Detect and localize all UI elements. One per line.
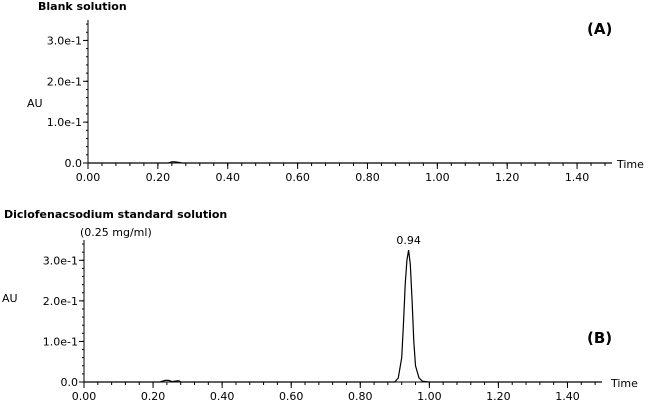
panel-a-x-tick-label: 0.40 bbox=[215, 171, 240, 184]
panel-a-x-tick-label: 0.00 bbox=[76, 171, 101, 184]
panel-b-x-axis-label: Time bbox=[610, 377, 638, 390]
panel-b-trace-line bbox=[84, 250, 602, 383]
panel-b-x-tick-label: 1.20 bbox=[486, 390, 511, 402]
panel-b-y-tick-label: 3.0e-1 bbox=[43, 254, 78, 267]
panel-b-peak-label: 0.94 bbox=[396, 234, 421, 247]
panel-b-x-tick-label: 0.60 bbox=[279, 390, 304, 402]
panel-b-title: Diclofenacsodium standard solution bbox=[4, 208, 227, 221]
panel-b-y-tick-label: 0.0 bbox=[61, 376, 79, 389]
panel-a-y-axis-label: AU bbox=[27, 97, 43, 110]
panel-a-y-tick-label: 2.0e-1 bbox=[47, 75, 82, 88]
panel-b-x-tick-label: 0.80 bbox=[348, 390, 373, 402]
panel-a-x-tick-label: 0.80 bbox=[355, 171, 380, 184]
panel-a-y-tick-label: 3.0e-1 bbox=[47, 34, 82, 47]
panel-a-y-tick-label: 0.0 bbox=[65, 157, 83, 170]
panel-b-x-tick-label: 1.00 bbox=[417, 390, 442, 402]
panel-a-tag: (A) bbox=[587, 20, 612, 38]
panel-b-tag: (B) bbox=[587, 329, 612, 347]
panel-a-x-tick-label: 0.20 bbox=[146, 171, 171, 184]
panel-a-title: Blank solution bbox=[38, 0, 127, 13]
panel-a-trace-line bbox=[88, 161, 612, 164]
panel-b-x-tick-label: 0.00 bbox=[72, 390, 97, 402]
panel-b-y-axis-label: AU bbox=[2, 292, 18, 305]
panel-a-x-tick-label: 1.20 bbox=[495, 171, 520, 184]
panel-b-subtitle: (0.25 mg/ml) bbox=[80, 226, 152, 239]
panel-a-x-tick-label: 0.60 bbox=[285, 171, 310, 184]
panel-a-x-axis-label: Time bbox=[616, 158, 644, 171]
panel-a-x-tick-label: 1.40 bbox=[565, 171, 590, 184]
panel-b-x-tick-label: 0.20 bbox=[141, 390, 166, 402]
panel-b-y-tick-label: 1.0e-1 bbox=[43, 335, 78, 348]
panel-a-y-tick-label: 1.0e-1 bbox=[47, 116, 82, 129]
panel-b-x-tick-label: 0.40 bbox=[210, 390, 235, 402]
panel-b-y-tick-label: 2.0e-1 bbox=[43, 295, 78, 308]
panel-a-x-tick-label: 1.00 bbox=[425, 171, 450, 184]
panel-b-x-tick-label: 1.40 bbox=[555, 390, 580, 402]
